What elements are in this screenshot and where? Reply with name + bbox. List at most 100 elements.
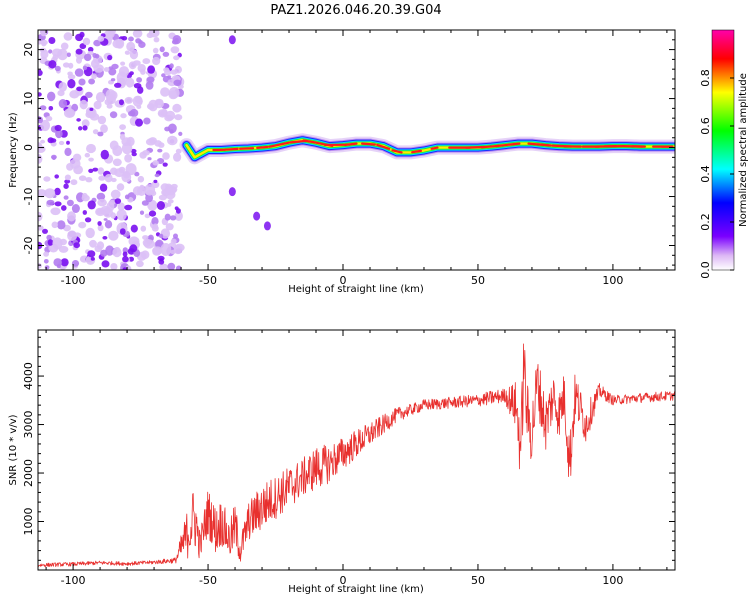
noise-speckle	[140, 68, 146, 75]
snr-xlabel: Height of straight line (km)	[288, 584, 424, 595]
noise-speckle	[108, 200, 116, 205]
colorbar-label: Normalized spectral amplitude	[738, 73, 749, 227]
spectrogram-marks	[38, 30, 675, 270]
snr-ytick-label: 1000	[22, 508, 35, 536]
scattered-patch	[253, 211, 261, 221]
noise-speckle	[82, 65, 88, 71]
noise-speckle	[87, 250, 96, 258]
noise-speckle	[88, 78, 95, 85]
noise-speckle	[152, 56, 161, 66]
noise-speckle	[146, 103, 155, 110]
spectrogram-ytick-label: -20	[22, 237, 35, 255]
noise-speckle	[152, 160, 159, 166]
noise-speckle	[161, 189, 167, 196]
signal-core	[495, 143, 516, 148]
noise-speckle	[129, 49, 139, 60]
noise-speckle	[124, 204, 133, 211]
noise-speckle	[173, 244, 183, 255]
noise-speckle	[46, 199, 55, 206]
signal-core	[302, 139, 317, 144]
noise-speckle	[67, 79, 76, 89]
signal-core	[376, 143, 391, 150]
noise-speckle	[97, 115, 107, 125]
noise-speckle	[172, 103, 182, 113]
noise-speckle	[145, 193, 154, 203]
noise-speckle	[154, 173, 160, 178]
noise-speckle	[110, 212, 116, 219]
colorbar-ticks: 0.0 0.2 0.4 0.6 0.8	[699, 69, 734, 279]
noise-speckle	[120, 113, 127, 119]
noise-speckle	[89, 113, 100, 121]
noise-speckle	[154, 99, 164, 109]
noise-speckle	[81, 119, 90, 128]
noise-speckle	[50, 138, 57, 143]
noise-speckle	[92, 167, 99, 172]
noise-speckle	[158, 142, 165, 148]
noise-speckle	[76, 86, 83, 92]
noise-speckle	[167, 262, 176, 270]
noise-speckle	[162, 51, 170, 57]
spectrogram-xtick-label: -100	[61, 274, 86, 287]
signal-core	[268, 141, 290, 148]
noise-speckle	[39, 47, 47, 53]
noise-speckle	[167, 199, 174, 204]
noise-speckle	[124, 154, 132, 163]
noise-speckle	[173, 55, 180, 61]
noise-speckle	[175, 265, 182, 270]
noise-speckle	[112, 145, 123, 157]
noise-speckle	[89, 239, 97, 248]
noise-speckle	[116, 71, 128, 85]
noise-speckle	[110, 78, 116, 82]
snr-panel: -100 -50 0 50 100 1000 2000 3000 4000 Height of …	[8, 329, 676, 595]
noise-speckle	[97, 35, 105, 42]
noise-speckle	[122, 267, 128, 270]
noise-speckle	[48, 37, 56, 44]
noise-speckle	[107, 54, 113, 61]
noise-speckle	[100, 149, 110, 160]
noise-speckle	[114, 198, 122, 205]
noise-speckle	[128, 61, 137, 70]
snr-xtick-label: 100	[602, 574, 623, 587]
noise-speckle	[174, 114, 183, 121]
noise-speckle	[128, 110, 136, 117]
noise-speckle	[51, 221, 59, 229]
noise-speckle	[131, 152, 137, 157]
noise-speckle	[82, 125, 88, 131]
noise-speckle	[55, 129, 63, 139]
snr-ytick-label: 4000	[22, 362, 35, 390]
noise-speckle	[103, 67, 110, 72]
noise-speckle	[116, 209, 127, 221]
noise-speckle	[139, 210, 145, 215]
noise-speckle	[84, 152, 91, 158]
colorbar-tick-label: 0.4	[699, 165, 712, 183]
noise-speckle	[48, 60, 57, 69]
noise-speckle	[142, 238, 152, 247]
noise-speckle	[76, 118, 81, 122]
noise-speckle	[148, 210, 157, 217]
noise-speckle	[97, 131, 104, 137]
noise-speckle	[88, 157, 94, 162]
noise-speckle	[173, 233, 178, 239]
noise-speckle	[98, 175, 106, 181]
signal-core	[224, 147, 239, 151]
noise-speckle	[63, 183, 69, 189]
noise-speckle	[66, 140, 70, 145]
noise-speckle	[160, 87, 170, 97]
noise-speckle	[110, 189, 121, 199]
noise-speckle	[58, 82, 67, 92]
noise-speckle	[124, 50, 130, 55]
noise-speckle	[52, 237, 63, 250]
snr-series-line	[38, 343, 675, 568]
spectrogram-xtick-label: 100	[602, 274, 623, 287]
noise-speckle	[159, 263, 169, 270]
noise-speckle	[38, 145, 46, 153]
snr-axes: -100 -50 0 50 100 1000 2000 3000 4000	[22, 330, 675, 587]
noise-speckle	[157, 148, 163, 153]
spectrogram-ylabel: Frequency (Hz)	[8, 112, 19, 188]
noise-speckle	[108, 68, 117, 76]
noise-speckle	[158, 194, 167, 201]
noise-speckle	[148, 137, 157, 144]
noise-speckle	[71, 204, 80, 213]
noise-speckle	[79, 31, 85, 38]
